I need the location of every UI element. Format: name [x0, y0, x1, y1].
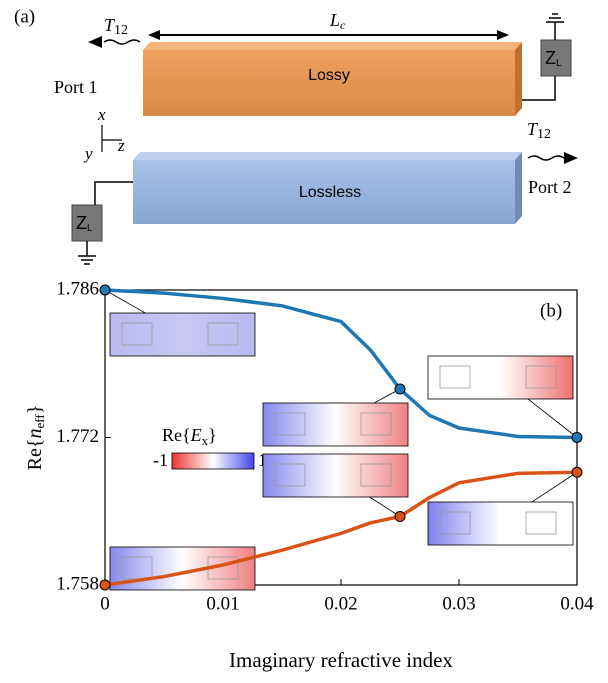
- lossy-top: [143, 42, 522, 50]
- axis-y: y: [83, 144, 93, 163]
- y-axis-label: Re{neff}: [24, 405, 47, 471]
- x-tick-label: 0.01: [206, 593, 239, 614]
- mode-inset: [110, 313, 255, 356]
- x-tick-label: 0.02: [324, 593, 357, 614]
- wave: [528, 156, 564, 160]
- y-tick-label: 1.786: [56, 278, 99, 299]
- mode-inset: [428, 502, 573, 545]
- mode-inset: [263, 403, 408, 446]
- point-marker: [572, 433, 582, 443]
- wave: [104, 40, 140, 44]
- point-marker: [572, 467, 582, 477]
- arrow-head: [564, 152, 578, 164]
- mode-inset: [428, 356, 573, 399]
- length-label: Lc: [329, 10, 346, 32]
- lossless-label: Lossless: [299, 184, 361, 201]
- y-tick-label: 1.772: [56, 426, 99, 447]
- lossy-label: Lossy: [308, 67, 350, 84]
- port2-label: Port 2: [528, 177, 572, 197]
- mode-inset: [263, 454, 408, 497]
- panel-label: (a): [14, 6, 35, 27]
- lossy-side: [515, 42, 522, 116]
- x-tick-label: 0.03: [442, 593, 475, 614]
- panel-label: (b): [540, 300, 562, 321]
- x-tick-label: 0.04: [560, 593, 594, 614]
- mode-inset: [110, 547, 255, 590]
- colorbar-min: -1: [153, 450, 168, 470]
- lossless-top: [133, 152, 522, 160]
- t12-label: T12: [527, 119, 551, 142]
- arrow-head: [497, 30, 509, 40]
- colorbar-label: Re{Ex}: [162, 425, 217, 448]
- x-tick-label: 0: [100, 593, 110, 614]
- port1-label: Port 1: [54, 77, 98, 97]
- y-tick-label: 1.758: [56, 573, 99, 594]
- point-marker: [395, 384, 405, 394]
- t12-label: T12: [104, 15, 128, 38]
- axis-x: x: [97, 105, 106, 124]
- arrow-head: [148, 30, 160, 40]
- point-marker: [100, 285, 110, 295]
- point-marker: [395, 512, 405, 522]
- colorbar: [172, 453, 254, 469]
- figure: (a) Lossy Lossless Lc T12 Port 1 ZL ZL x…: [0, 0, 608, 683]
- arrow-head: [88, 36, 102, 48]
- point-marker: [100, 580, 110, 590]
- lossless-side: [515, 152, 522, 224]
- x-axis-label: Imaginary refractive index: [229, 648, 453, 672]
- axis-z: z: [117, 136, 125, 155]
